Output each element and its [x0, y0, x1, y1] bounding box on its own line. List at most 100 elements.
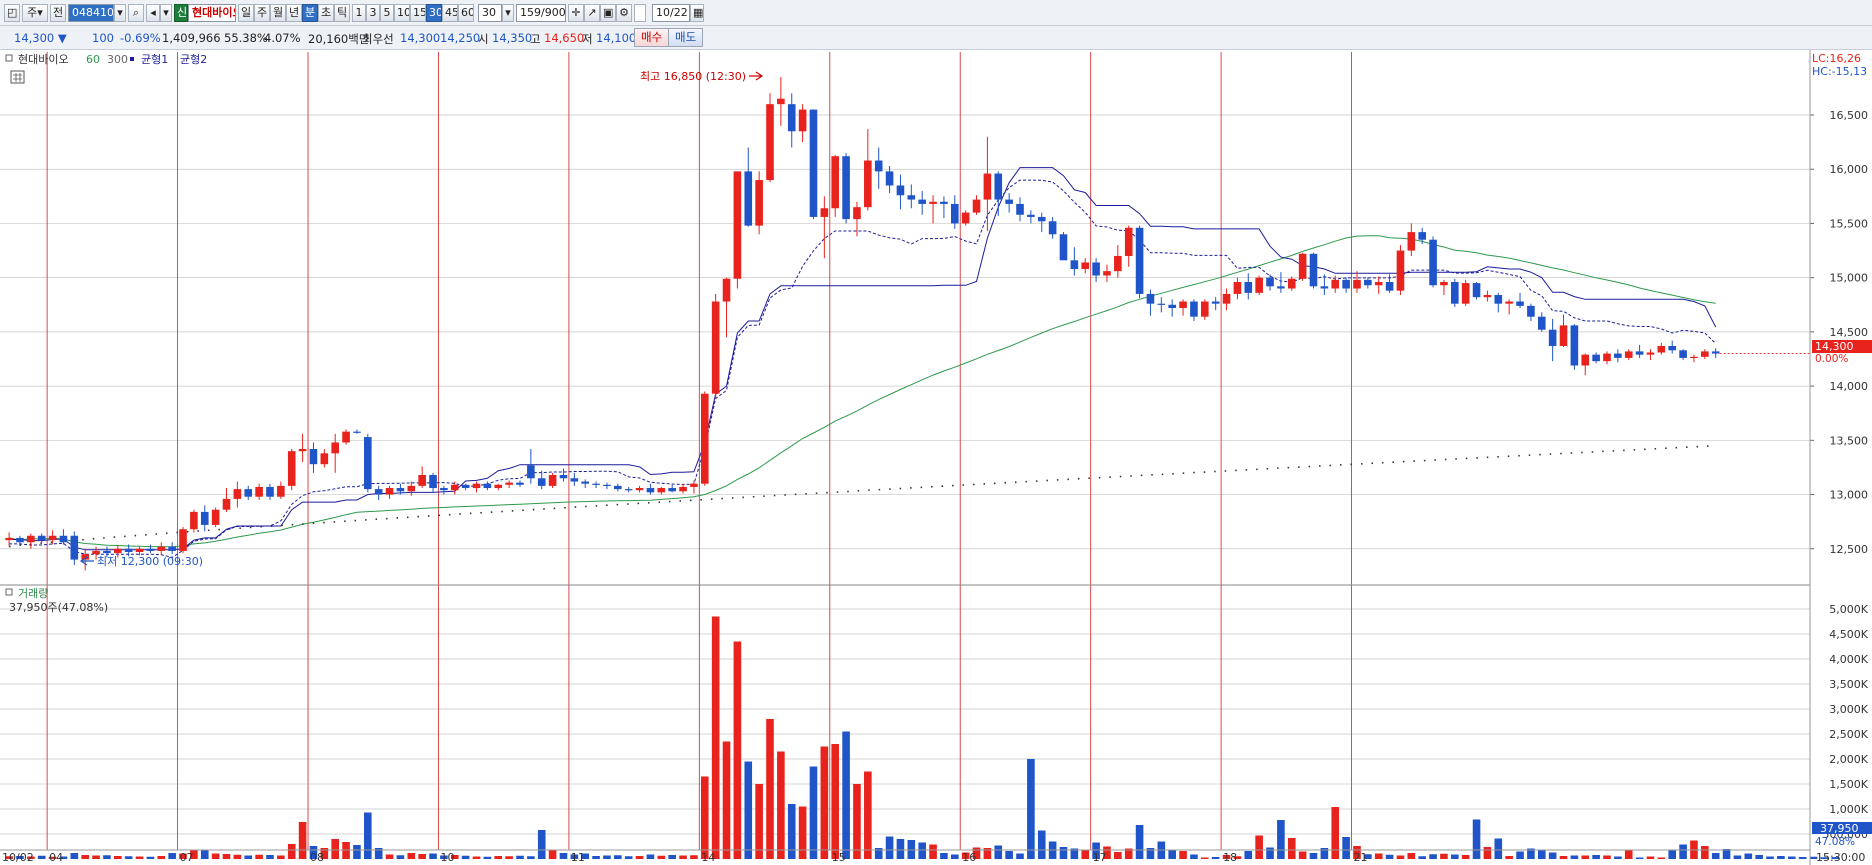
candle-body [700, 393, 709, 484]
interval-button-30[interactable]: 30 [426, 4, 442, 22]
tab-year[interactable]: 년 [286, 4, 302, 22]
volume-bar [527, 856, 535, 859]
volume-bar [1646, 856, 1655, 859]
calendar-icon[interactable]: ▦ [690, 4, 704, 22]
code-dropdown-icon[interactable]: ▾ [114, 4, 126, 22]
search-icon[interactable]: ⌕ [128, 4, 144, 22]
save-icon[interactable]: ▣ [600, 4, 616, 22]
candle-body [657, 488, 666, 493]
lc-label: LC:16,26 [1812, 52, 1861, 65]
scope-select[interactable]: 전 [50, 4, 66, 22]
volume-bar [1374, 853, 1383, 859]
count-input[interactable]: 30 [478, 4, 502, 22]
volume-bar [1059, 847, 1068, 859]
volume-bar [1440, 853, 1448, 859]
candle-body [1211, 301, 1220, 304]
volume-bar [233, 854, 242, 859]
candle-body [1603, 353, 1611, 362]
candle-body [722, 278, 731, 302]
interval-button-3[interactable]: 3 [366, 4, 380, 22]
grid-toggle-icon[interactable] [10, 70, 25, 84]
price-tick-label: 13,000 [1830, 489, 1869, 502]
candle-body [1548, 329, 1557, 346]
volume-bar [798, 806, 807, 859]
volume-bar [450, 855, 459, 859]
date-input[interactable]: 10/22 [652, 4, 690, 22]
candle-body [1287, 278, 1296, 289]
candle-body [255, 486, 263, 497]
interval-button-60[interactable]: 60 [458, 4, 474, 22]
candle-body [309, 448, 318, 465]
high-label: 고 [530, 32, 541, 46]
candle-body [1168, 304, 1176, 309]
candle-body [1418, 232, 1426, 240]
volume-legend-toggle-icon[interactable] [5, 588, 13, 596]
x-axis-label: 21 [1354, 851, 1368, 864]
max-arrow-icon [749, 71, 764, 81]
volume-bar [635, 856, 644, 859]
toolbar: ◰ 주▾ 전 048410 ▾ ⌕ ◂ ▾ 신 현대바이오 일 주 월 년 분 … [0, 0, 1872, 26]
candle-body [864, 160, 872, 208]
tab-minute[interactable]: 분 [302, 4, 318, 22]
candle-body [592, 483, 600, 485]
candle-body [896, 185, 905, 196]
sell-button[interactable]: 매도 [668, 28, 704, 47]
volume-bar [1211, 857, 1220, 859]
volume-bar [287, 844, 296, 859]
interval-button-45[interactable]: 45 [442, 4, 458, 22]
volume-bar [1201, 857, 1209, 859]
interval-button-1[interactable]: 1 [352, 4, 366, 22]
candle-body [364, 437, 372, 490]
interval-button-15[interactable]: 15 [410, 4, 426, 22]
candle-body [277, 485, 285, 497]
tab-tick[interactable]: 틱 [334, 4, 350, 22]
interval-button-5[interactable]: 5 [380, 4, 394, 22]
gear-icon[interactable]: ⚙ [616, 4, 632, 22]
interval-button-10[interactable]: 10 [394, 4, 410, 22]
open-label: 시 [478, 32, 489, 46]
tab-week[interactable]: 주 [254, 4, 270, 22]
volume-bar [124, 856, 133, 859]
buy-button[interactable]: 매수 [634, 28, 670, 47]
type-select[interactable]: 주▾ [22, 4, 48, 22]
current-price-tag [1812, 340, 1872, 353]
price-tick-label: 12,500 [1830, 543, 1869, 556]
volume-bar [559, 853, 568, 859]
volume-bars [5, 616, 1840, 859]
volume-bar [983, 848, 992, 859]
volume-bar [483, 856, 492, 859]
candle-body [831, 156, 840, 209]
date-checkbox[interactable] [634, 4, 646, 22]
candlestick-chart[interactable]: 16,500 16,000 15,500 15,000 14,500 14,000 13,5… [0, 50, 1872, 865]
volume-bar [831, 744, 840, 859]
tab-day[interactable]: 일 [238, 4, 254, 22]
code-input[interactable]: 048410 [68, 4, 114, 22]
tab-month[interactable]: 월 [270, 4, 286, 22]
crosshair-icon[interactable]: ✛ [568, 4, 584, 22]
candle-body [624, 489, 633, 491]
legend-toggle-icon[interactable] [5, 54, 13, 62]
layout-icon[interactable]: ◰ [4, 4, 20, 22]
volume-bar [146, 856, 155, 859]
candle-body [92, 550, 100, 555]
best-bid: 14,250 [440, 31, 481, 45]
volume-bar [1222, 855, 1231, 859]
candle-body [1277, 286, 1285, 289]
candle-body [1646, 352, 1655, 355]
candle-body [766, 104, 774, 181]
trend-icon[interactable]: ↗ [584, 4, 600, 22]
candle-body [711, 301, 720, 394]
volume-bar [842, 731, 850, 859]
candle-body [1070, 260, 1079, 269]
candle-body [440, 488, 448, 491]
volume-bar [994, 845, 1003, 859]
volume-bar [864, 771, 872, 859]
tab-second[interactable]: 초 [318, 4, 334, 22]
volume-bar [1472, 819, 1481, 859]
count-dropdown-icon[interactable]: ▾ [502, 4, 514, 22]
candle-body [527, 465, 535, 479]
volume-bar [1527, 848, 1535, 859]
candle-body [135, 548, 144, 553]
speaker-dropdown-icon[interactable]: ▾ [160, 4, 172, 22]
speaker-icon[interactable]: ◂ [146, 4, 160, 22]
